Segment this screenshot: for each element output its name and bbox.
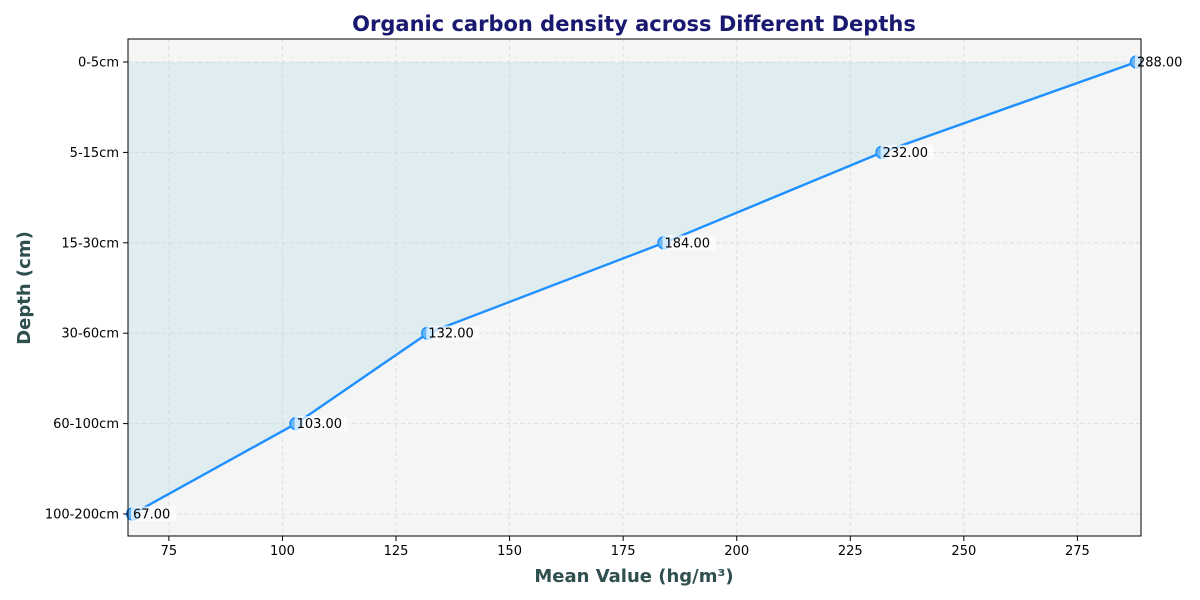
y-tick-label: 30-60cm: [61, 327, 119, 342]
y-axis-ticks: 0-5cm 5-15cm 15-30cm 30-60cm 60-100cm 100-200…: [45, 56, 128, 523]
data-label: 132.00: [428, 327, 474, 342]
series-line: [131, 60, 1137, 516]
x-tick-label: 75: [161, 544, 178, 559]
x-tick-label: 175: [611, 544, 636, 559]
x-axis-ticks: 75 100 125 150 175 200 225 250 275: [161, 536, 1090, 559]
y-tick-label: 0-5cm: [78, 56, 119, 71]
x-tick-label: 150: [497, 544, 522, 559]
x-tick-label: 225: [838, 544, 863, 559]
x-tick-label: 275: [1065, 544, 1090, 559]
data-label: 184.00: [665, 236, 711, 251]
data-label: 67.00: [133, 508, 170, 523]
area-fill: [128, 62, 1137, 514]
data-label-background: [426, 325, 480, 341]
data-label-background: [1134, 54, 1189, 70]
plot-frame: [127, 38, 1142, 537]
plot-background: [128, 39, 1141, 536]
data-label-background: [131, 506, 177, 522]
data-labels: 288.00 232.00 184.00 132.00 103.00 67.00: [131, 54, 1189, 523]
y-tick-label: 15-30cm: [61, 236, 119, 251]
y-tick-label: 100-200cm: [45, 508, 119, 523]
x-axis-label: Mean Value (hg/m³): [534, 566, 733, 587]
data-label-background: [294, 416, 348, 432]
area-fill-region: [128, 62, 1137, 514]
data-label-background: [662, 235, 716, 251]
y-axis-label: Depth (cm): [14, 231, 35, 345]
x-tick-label: 200: [724, 544, 749, 559]
x-tick-label: 125: [384, 544, 409, 559]
y-tick-label: 60-100cm: [53, 417, 119, 432]
y-tick-label: 5-15cm: [70, 146, 119, 161]
data-label: 103.00: [297, 417, 343, 432]
x-tick-label: 250: [951, 544, 976, 559]
series-line-path: [131, 60, 1137, 516]
chart-title: Organic carbon density across Different …: [352, 12, 916, 36]
data-label: 232.00: [883, 146, 929, 161]
x-tick-label: 100: [270, 544, 295, 559]
data-label-background: [880, 144, 934, 160]
data-label: 288.00: [1137, 56, 1183, 71]
